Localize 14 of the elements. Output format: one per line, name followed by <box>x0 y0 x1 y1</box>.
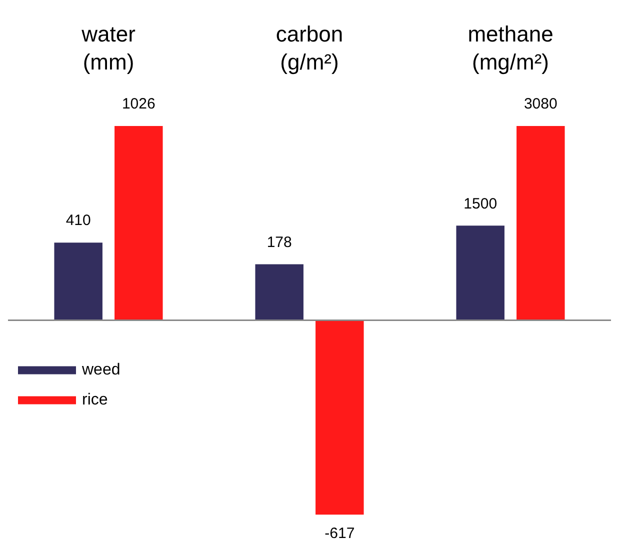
data-label: 410 <box>66 212 91 230</box>
chart-subtitle: (g/m²) <box>280 50 339 75</box>
chart-subtitle: (mg/m²) <box>472 50 549 75</box>
data-label: -617 <box>324 525 355 542</box>
data-label: 178 <box>266 234 292 251</box>
chart-title: carbon <box>276 21 344 46</box>
chart-subtitle: (mm) <box>82 50 134 75</box>
data-label: 3080 <box>524 96 558 113</box>
legend-label: rice <box>82 392 108 409</box>
legend-label: weed <box>81 362 120 379</box>
data-label: 1500 <box>464 195 498 212</box>
chart-title: methane <box>468 21 554 46</box>
data-label: 1026 <box>122 96 156 113</box>
chart-title: water <box>80 21 136 46</box>
